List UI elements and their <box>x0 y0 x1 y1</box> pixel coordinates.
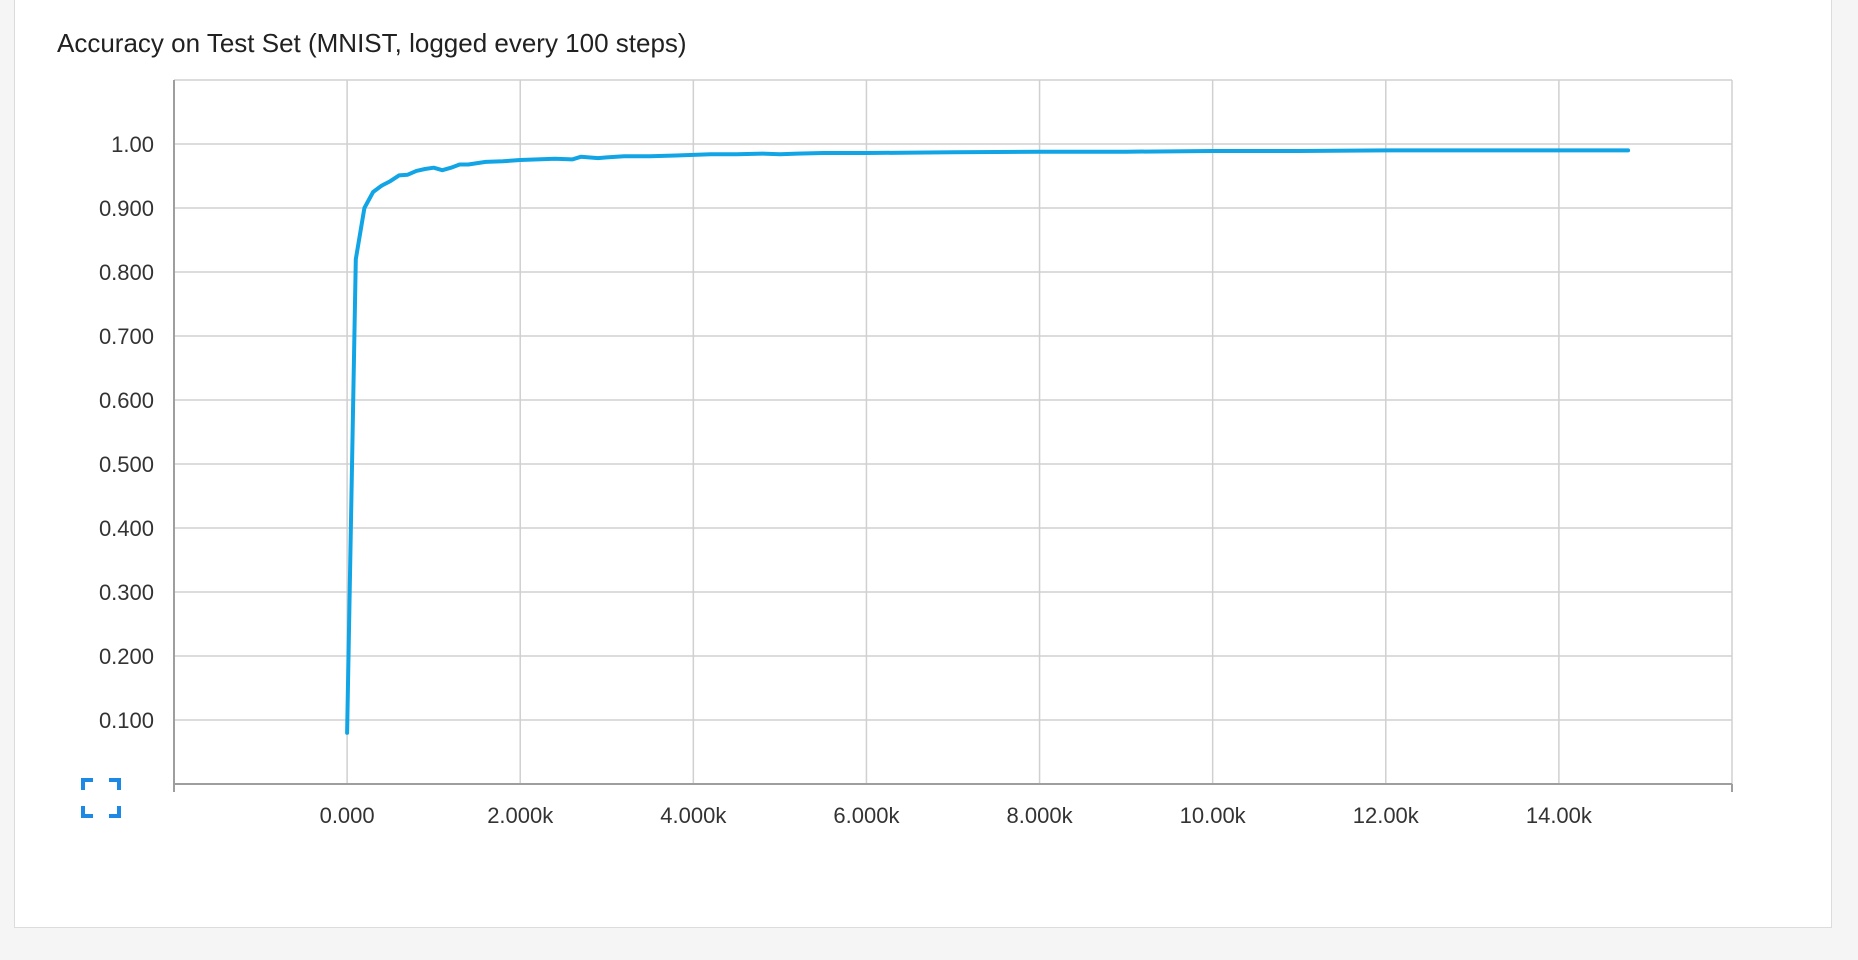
x-tick-label: 14.00k <box>1526 803 1593 828</box>
x-tick-label: 12.00k <box>1353 803 1420 828</box>
series-group <box>345 148 1631 735</box>
x-tick-label: 0.000 <box>320 803 375 828</box>
y-axis-ticks: 0.100 0.200 0.300 0.400 0.500 0.600 0.700 0.800… <box>99 132 154 733</box>
y-tick-label: 0.700 <box>99 324 154 349</box>
y-tick-label: 1.00 <box>111 132 154 157</box>
y-tick-label: 0.400 <box>99 516 154 541</box>
chart-title: Accuracy on Test Set (MNIST, logged ever… <box>57 28 687 58</box>
y-tick-label: 0.500 <box>99 452 154 477</box>
fullscreen-icon <box>81 778 121 818</box>
x-tick-label: 8.000k <box>1007 803 1074 828</box>
x-tick-label: 4.000k <box>660 803 727 828</box>
y-tick-label: 0.300 <box>99 580 154 605</box>
x-tick-label: 10.00k <box>1180 803 1247 828</box>
x-axis-ticks: 0.000 2.000k 4.000k 6.000k 8.000k 10.00k 12.00… <box>320 803 1593 828</box>
x-tick-label: 6.000k <box>833 803 900 828</box>
grid-lines <box>174 79 1733 784</box>
x-tick-label: 2.000k <box>487 803 554 828</box>
fullscreen-button[interactable] <box>81 778 121 818</box>
axes <box>173 80 1733 792</box>
series-line <box>345 148 1631 735</box>
y-tick-label: 0.800 <box>99 260 154 285</box>
y-tick-label: 0.900 <box>99 196 154 221</box>
y-tick-label: 0.100 <box>99 708 154 733</box>
y-tick-label: 0.600 <box>99 388 154 413</box>
y-tick-label: 0.200 <box>99 644 154 669</box>
